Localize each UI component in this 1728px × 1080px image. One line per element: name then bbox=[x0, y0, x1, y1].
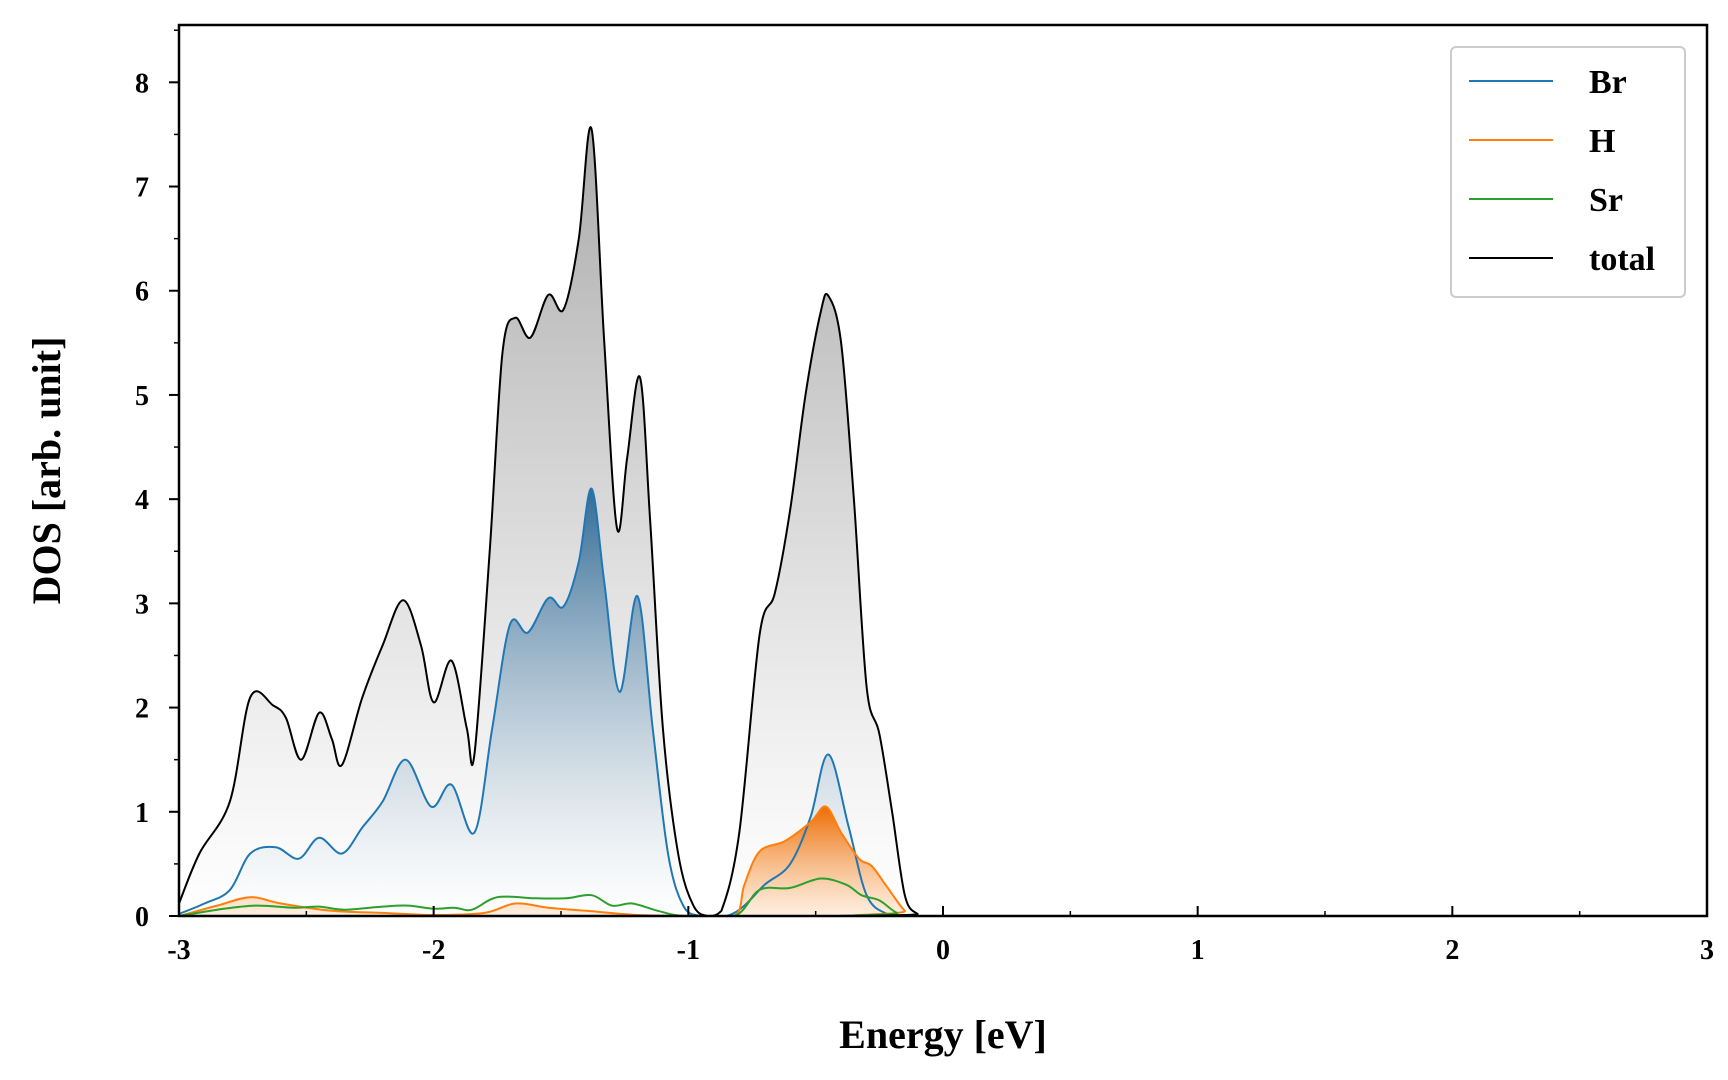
x-tick-label: 3 bbox=[1700, 935, 1714, 966]
series-line-sr bbox=[178, 877, 1707, 918]
x-tick-label: 2 bbox=[1445, 935, 1459, 966]
x-axis-label: Energy [eV] bbox=[839, 1012, 1047, 1057]
y-axis-label: DOS [arb. unit] bbox=[24, 337, 69, 605]
series-line-br bbox=[178, 487, 1707, 918]
y-tick-label: 8 bbox=[135, 68, 149, 99]
legend-label-sr: Sr bbox=[1589, 182, 1623, 219]
y-tick-label: 3 bbox=[135, 589, 149, 620]
legend: Br H Sr total bbox=[1450, 46, 1686, 298]
area-fills bbox=[179, 127, 1707, 916]
x-tick-label: 1 bbox=[1191, 935, 1205, 966]
y-tick-label: 0 bbox=[135, 902, 149, 933]
y-tick-label: 1 bbox=[135, 798, 149, 829]
y-tick-label: 6 bbox=[135, 277, 149, 308]
series-line-h bbox=[178, 805, 1707, 918]
y-tick-label: 2 bbox=[135, 694, 149, 725]
x-tick-label: -3 bbox=[167, 935, 190, 966]
legend-label-total: total bbox=[1589, 241, 1655, 278]
y-tick-label: 7 bbox=[135, 173, 149, 204]
y-tick-label: 5 bbox=[135, 381, 149, 412]
x-tick-label: 0 bbox=[936, 935, 950, 966]
y-tick-label: 4 bbox=[135, 485, 149, 516]
x-tick-label: -2 bbox=[422, 935, 445, 966]
legend-label-h: H bbox=[1589, 123, 1615, 160]
series-line-total bbox=[178, 126, 1707, 918]
ticks: -3 -2 -1 0 1 2 3 0 1 2 3 4 5 6 7 8 bbox=[135, 29, 1714, 966]
x-tick-label: -1 bbox=[677, 935, 700, 966]
legend-label-br: Br bbox=[1589, 64, 1627, 101]
series-lines bbox=[178, 126, 1707, 918]
legend-box bbox=[1450, 46, 1686, 298]
area-fill-br bbox=[179, 488, 1707, 916]
